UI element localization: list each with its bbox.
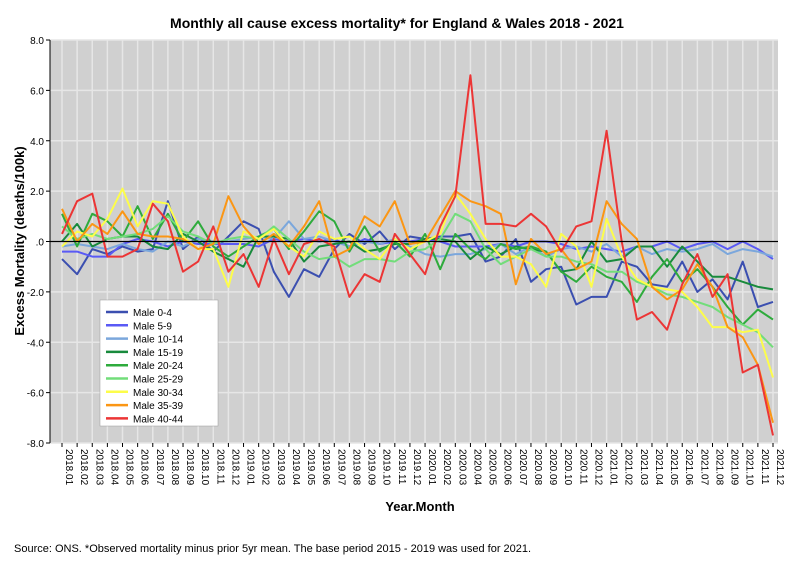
x-tick-label: 2020.09 (547, 449, 558, 486)
x-tick-label: 2021.06 (683, 449, 694, 486)
legend-label: Male 15-19 (133, 348, 183, 359)
x-tick-label: 2019.10 (381, 449, 392, 486)
x-tick-label: 2020.03 (456, 449, 467, 486)
x-tick-label: 2019.08 (350, 449, 361, 486)
x-tick-label: 2018.05 (124, 449, 135, 486)
x-tick-label: 2019.12 (411, 449, 422, 486)
x-tick-label: 2020.10 (562, 449, 573, 486)
x-axis-ticks: 2018.01 2018.02 2018.03 2018.04 2018.05 2018.… (61, 443, 785, 486)
x-tick-label: 2020.08 (532, 449, 543, 486)
x-tick-label: 2018.02 (78, 449, 89, 486)
x-tick-label: 2020.02 (441, 449, 452, 486)
x-axis-label: Year.Month (385, 499, 454, 514)
x-tick-label: 2018.12 (229, 449, 240, 486)
x-tick-label: 2020.05 (487, 449, 498, 486)
x-tick-label: 2019.06 (320, 449, 331, 486)
x-tick-label: 2019.02 (260, 449, 271, 486)
y-tick-label: -4.0 (27, 338, 45, 349)
x-tick-label: 2019.05 (305, 449, 316, 486)
x-tick-label: 2021.12 (774, 449, 785, 486)
legend-label: Male 35-39 (133, 401, 183, 412)
x-tick-label: 2018.04 (108, 449, 119, 486)
x-tick-label: 2018.03 (93, 449, 104, 486)
x-tick-label: 2019.01 (245, 449, 256, 486)
series-line-male-35-39 (61, 190, 774, 424)
x-tick-label: 2021.01 (608, 449, 619, 486)
x-tick-label: 2019.09 (366, 449, 377, 486)
x-tick-label: 2021.07 (698, 449, 709, 486)
series-line-male-5-9 (62, 238, 774, 260)
y-tick-label: -8.0 (27, 439, 45, 450)
x-tick-label: 2019.07 (335, 449, 346, 486)
x-tick-label: 2020.07 (517, 449, 528, 486)
x-tick-label: 2018.11 (214, 449, 225, 485)
y-tick-label: -6.0 (27, 389, 45, 400)
x-tick-label: 2020.12 (592, 449, 603, 486)
legend-label: Male 40-44 (133, 414, 183, 425)
y-tick-label: 6.0 (30, 86, 44, 97)
x-tick-label: 2020.04 (471, 449, 482, 486)
x-tick-label: 2020.01 (426, 449, 437, 486)
x-tick-label: 2021.11 (759, 449, 770, 485)
x-tick-label: 2019.04 (290, 449, 301, 486)
x-tick-label: 2021.05 (668, 449, 679, 486)
chart-title: Monthly all cause excess mortality* for … (170, 15, 624, 31)
legend-label: Male 25-29 (133, 375, 183, 386)
x-tick-label: 2019.03 (275, 449, 286, 486)
y-tick-label: 8.0 (30, 36, 44, 47)
y-axis-ticks: 8.0 6.0 4.0 2.0 .0 -2.0 -4.0 -6.0 -8.0 (27, 36, 50, 450)
x-tick-label: 2018.08 (169, 449, 180, 486)
y-tick-label: .0 (36, 238, 45, 249)
source-note: Source: ONS. *Observed mortality minus p… (14, 543, 531, 555)
series-line-male-40-44 (61, 74, 774, 436)
y-tick-label: 4.0 (30, 137, 44, 148)
series-line-male-30-34 (61, 187, 774, 378)
y-tick-label: -2.0 (27, 288, 45, 299)
x-tick-label: 2018.10 (199, 449, 210, 486)
x-tick-label: 2018.01 (63, 449, 74, 486)
x-tick-label: 2018.06 (139, 449, 150, 486)
y-axis-label: Excess Mortality (deaths/100k) (12, 146, 27, 335)
legend-label: Male 30-34 (133, 388, 183, 399)
x-tick-label: 2018.07 (154, 449, 165, 486)
x-tick-label: 2021.08 (713, 449, 724, 486)
x-tick-label: 2018.09 (184, 449, 195, 486)
x-tick-label: 2019.11 (396, 449, 407, 485)
x-tick-label: 2020.11 (577, 449, 588, 485)
x-tick-label: 2021.10 (744, 449, 755, 486)
x-tick-label: 2021.03 (638, 449, 649, 486)
y-tick-label: 2.0 (30, 187, 44, 198)
legend-label: Male 10-14 (133, 335, 183, 346)
legend-label: Male 20-24 (133, 361, 183, 372)
x-tick-label: 2020.06 (502, 449, 513, 486)
legend-label: Male 5-9 (133, 321, 172, 332)
x-tick-label: 2021.09 (729, 449, 740, 486)
x-tick-label: 2021.02 (623, 449, 634, 486)
x-tick-label: 2021.04 (653, 449, 664, 486)
legend: Male 0-4 Male 5-9 Male 10-14 Male 15-19 Male… (99, 299, 219, 427)
legend-label: Male 0-4 (133, 308, 172, 319)
